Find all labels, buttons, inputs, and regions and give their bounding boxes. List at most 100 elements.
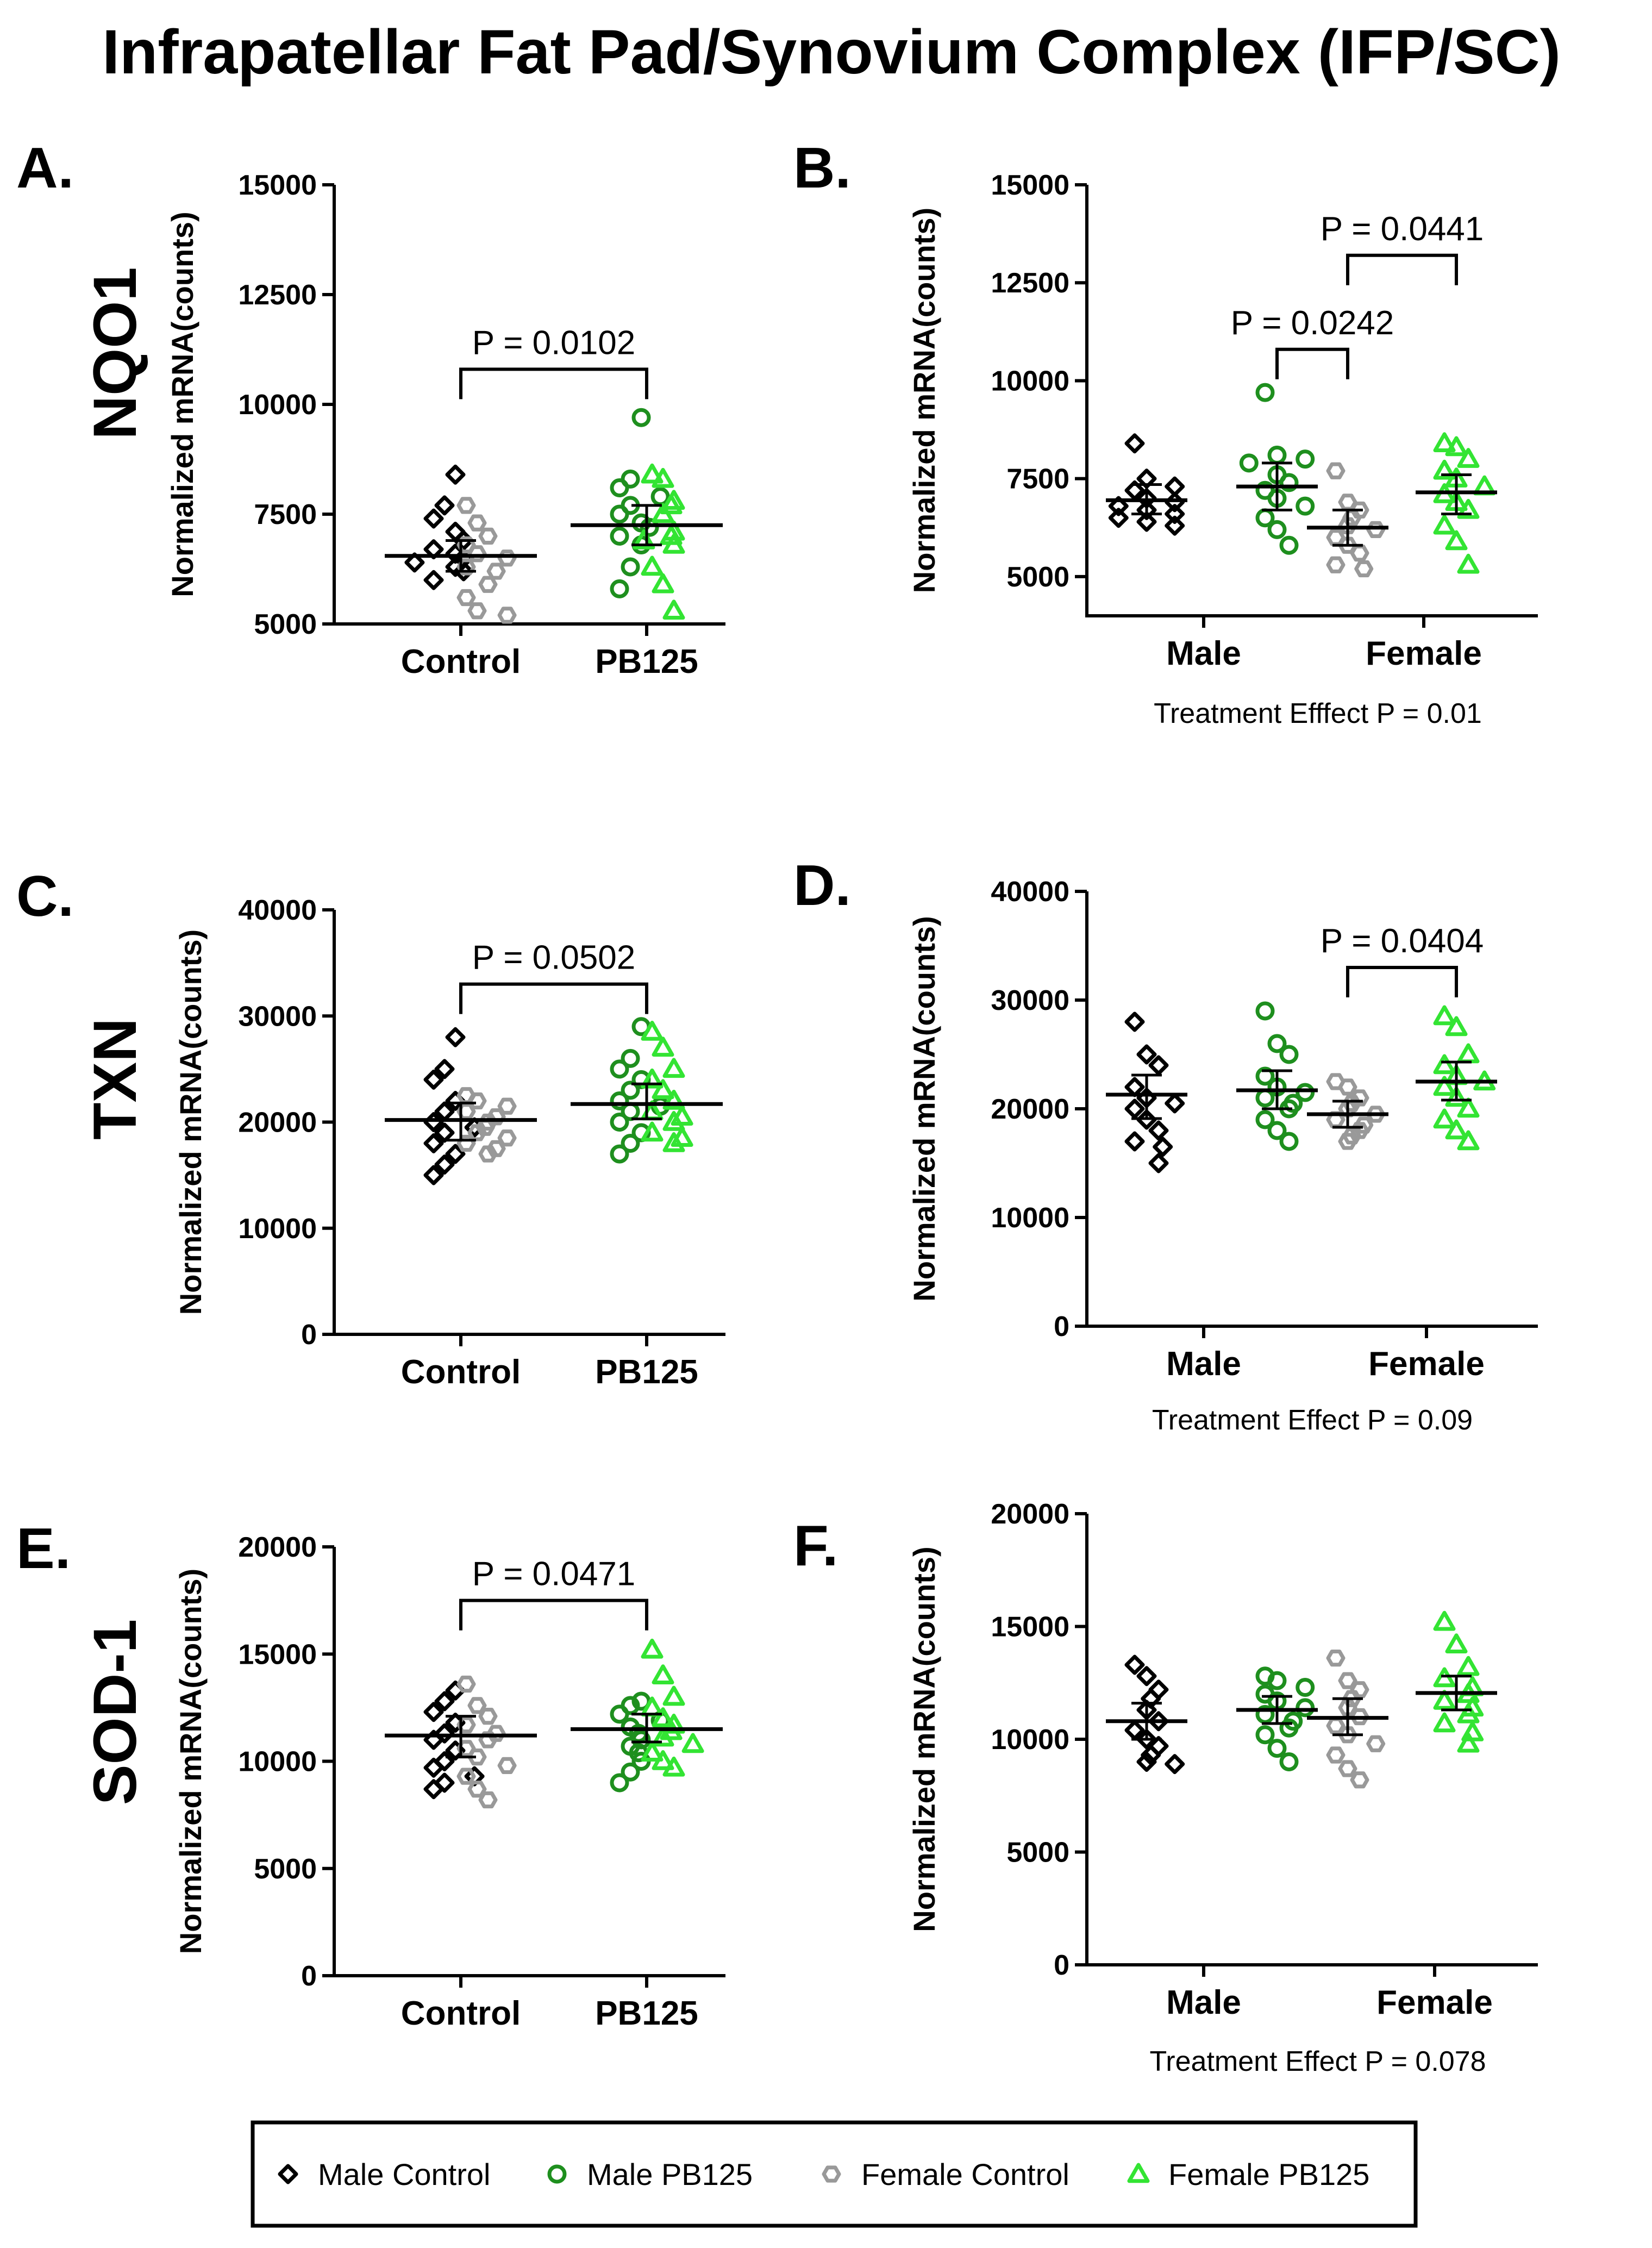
panel-letter: F.: [793, 1514, 838, 1578]
male_control-point: [423, 1757, 444, 1778]
male_pb125-point: [1296, 496, 1315, 516]
female_control-point: [1326, 462, 1346, 479]
y-tick-label: 12500: [991, 267, 1069, 299]
male_pb125-point: [1267, 1671, 1287, 1690]
x-tick-label: PB125: [595, 1995, 698, 2032]
panel-letter: C.: [16, 864, 74, 928]
male_control-legend-marker: [278, 2164, 298, 2184]
female_pb125-point: [1433, 1108, 1456, 1129]
y-axis-label: Normalized mRNA(counts): [907, 916, 941, 1301]
female_pb125-point: [662, 1058, 685, 1078]
y-axis-label: Normalized mRNA(counts): [173, 929, 208, 1315]
legend: Male Control Male PB125 Female Control Fema…: [251, 2120, 1418, 2228]
y-tick-label: 10000: [991, 1202, 1069, 1234]
female_control-point: [1366, 1735, 1386, 1752]
panel-letter: A.: [16, 136, 74, 200]
y-tick-label: 5000: [1006, 1837, 1069, 1869]
y-tick-label: 5000: [254, 1853, 317, 1885]
female_control-point: [467, 514, 487, 532]
p-value-label: P = 0.0502: [472, 939, 636, 977]
female_control-point: [478, 1791, 498, 1809]
female_pb125-point: [641, 555, 664, 576]
female_pb125-legend-marker: [1127, 2163, 1150, 2183]
female_pb125-point: [641, 1741, 664, 1762]
female_pb125-point: [641, 1121, 664, 1142]
female_control-point: [456, 1675, 476, 1693]
x-tick-label: Control: [401, 643, 521, 680]
x-tick-label: PB125: [595, 1353, 698, 1391]
female_pb125-point: [662, 1089, 685, 1110]
significance-bracket: [1275, 347, 1349, 379]
female_pb125-point: [660, 494, 683, 515]
figure-title: Infrapatellar Fat Pad/Synovium Complex (…: [102, 17, 1561, 87]
male_pb125-point: [1296, 1083, 1315, 1102]
x-tick-label: Male: [1166, 1345, 1241, 1383]
p-value-label: P = 0.0242: [1231, 304, 1394, 342]
female_pb125-point: [1433, 514, 1456, 535]
female_pb125-point: [641, 1068, 664, 1089]
treatment-effect-note: Treatment Effect P = 0.09: [1152, 1404, 1473, 1436]
female_control-point: [1366, 521, 1386, 539]
significance-bracket: [459, 367, 648, 399]
male_control-point: [1136, 511, 1157, 532]
male_control-point: [445, 1144, 466, 1164]
male_pb125-point: [1267, 1121, 1287, 1140]
female_pb125-point: [641, 1696, 664, 1717]
male_pb125-point: [1255, 1001, 1275, 1021]
female_pb125-point: [641, 463, 664, 484]
male_pb125-point: [610, 1144, 629, 1164]
female_pb125-point: [662, 534, 685, 554]
female_pb125-point: [652, 503, 674, 523]
male_pb125-point: [1279, 473, 1299, 492]
female_control-point: [1338, 517, 1357, 534]
female_pb125-point: [652, 573, 674, 594]
panel-f: F. Normalized mRNA(counts) 0 5000 10000 15000…: [793, 1498, 1538, 2077]
male_pb125-point: [631, 408, 651, 427]
y-tick-label: 20000: [238, 1532, 317, 1563]
female_pb125-point: [641, 1021, 664, 1041]
male_control-point: [434, 1122, 455, 1143]
y-tick-label: 15000: [991, 170, 1069, 201]
female_control-point: [478, 576, 498, 593]
female_pb125-point: [1457, 1703, 1480, 1724]
female_control-point: [456, 1134, 476, 1152]
y-tick-label: 10000: [991, 365, 1069, 397]
legend-label: Female PB125: [1168, 2157, 1369, 2191]
x-tick-label: Male: [1166, 635, 1241, 672]
male_control-point: [434, 1751, 455, 1771]
y-tick-label: 20000: [991, 1094, 1069, 1125]
male_pb125-point: [1255, 383, 1275, 402]
male_control-point: [1148, 1679, 1169, 1700]
female_pb125-point: [1445, 436, 1468, 457]
p-value-label: P = 0.0404: [1321, 922, 1484, 960]
female_control-point: [467, 1124, 487, 1141]
panel-e: E.SOD-1 Normalized mRNA(counts) 0 5000 10000…: [16, 1516, 725, 2032]
male_control-point: [434, 1723, 455, 1744]
male_pb125-point: [610, 1091, 629, 1110]
male_pb125-point: [650, 487, 670, 507]
female_pb125-point: [1445, 1119, 1468, 1140]
male_pb125-point: [1279, 535, 1299, 555]
male_control-point: [1148, 1055, 1169, 1076]
x-tick-label: Male: [1166, 1984, 1241, 2021]
y-tick-label: 15000: [238, 1639, 317, 1670]
female_control-legend-marker: [822, 2165, 841, 2183]
panel-letter: D.: [793, 853, 851, 917]
male_pb125-point: [610, 579, 629, 598]
female_pb125-point: [641, 1638, 664, 1659]
male_pb125-point: [610, 478, 629, 498]
female_pb125-point: [652, 1079, 674, 1100]
female_pb125-point: [1433, 1712, 1456, 1733]
male_control-point: [1165, 515, 1185, 536]
y-tick-label: 12500: [238, 279, 317, 311]
x-tick-label: Control: [401, 1353, 521, 1391]
y-tick-label: 30000: [238, 1001, 317, 1032]
male_pb125-point: [1267, 1739, 1287, 1758]
female_pb125-point: [1445, 1633, 1468, 1653]
legend-label: Male PB125: [587, 2157, 753, 2191]
male_control-point: [1148, 1711, 1169, 1732]
male_pb125-point: [621, 1081, 640, 1100]
male_control-point: [434, 495, 455, 516]
x-tick-label: Control: [401, 1995, 521, 2032]
female_control-point: [456, 558, 476, 576]
